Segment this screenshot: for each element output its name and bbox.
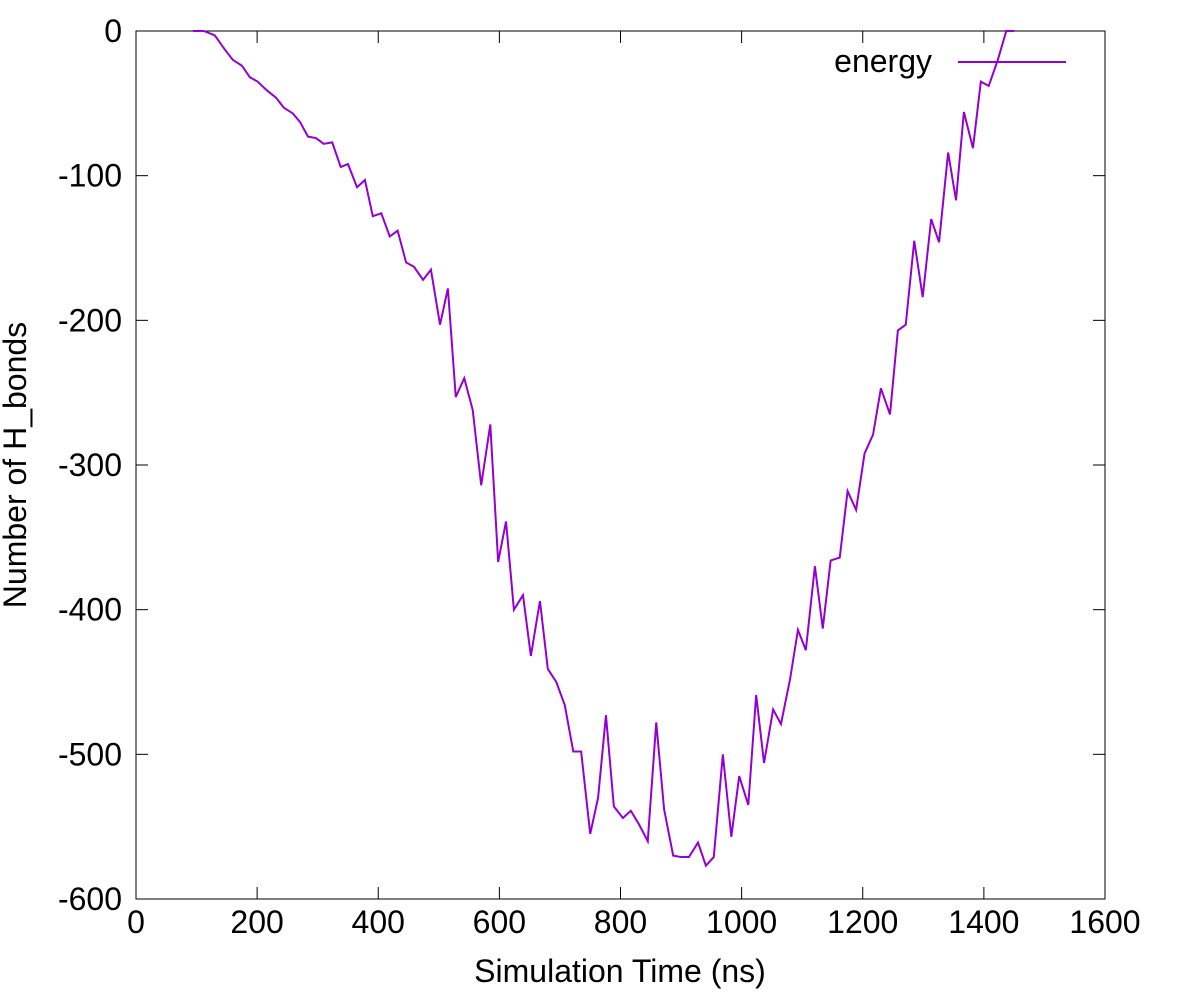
y-tick-label: -100 (58, 158, 122, 194)
legend-label: energy (834, 43, 932, 79)
y-tick-label: -400 (58, 592, 122, 628)
y-axis-label: Number of H_bonds (0, 322, 33, 608)
x-axis-label: Simulation Time (ns) (474, 953, 766, 989)
y-tick-label: -600 (58, 881, 122, 917)
x-tick-label: 200 (230, 904, 283, 940)
x-tick-label: 1400 (948, 904, 1019, 940)
y-tick-label: -500 (58, 736, 122, 772)
data-line (192, 30, 1015, 868)
y-tick-label: -300 (58, 447, 122, 483)
y-tick-label: 0 (104, 13, 122, 49)
x-tick-label: 1000 (706, 904, 777, 940)
x-tick-label: 800 (594, 904, 647, 940)
x-tick-label: 1200 (827, 904, 898, 940)
x-tick-label: 0 (127, 904, 145, 940)
y-tick-label: -200 (58, 302, 122, 338)
x-tick-label: 1600 (1069, 904, 1140, 940)
x-tick-label: 600 (473, 904, 526, 940)
x-tick-label: 400 (352, 904, 405, 940)
